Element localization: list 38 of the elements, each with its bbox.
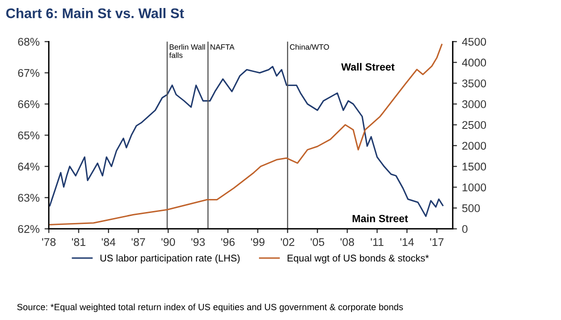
x-tick-label: '90 <box>162 238 175 246</box>
y-tick-label: 62% <box>18 225 40 233</box>
y2-tick-label: 3000 <box>462 100 486 108</box>
x-tick-label: '08 <box>340 238 354 246</box>
x-tick-label: '84 <box>102 238 116 246</box>
chart-title: Chart 6: Main St vs. Wall St <box>6 8 184 18</box>
y2-tick-label: 0 <box>462 225 468 233</box>
legend-label: Equal wgt of US bonds & stocks* <box>288 254 429 264</box>
y-tick-label: 63% <box>18 194 40 202</box>
source-note: Source: *Equal weighted total return index of US equities and US government & corporate bonds <box>17 304 403 312</box>
x-tick-label: '87 <box>132 238 146 246</box>
x-tick-label: '78 <box>42 238 56 246</box>
x-tick-label: '96 <box>221 238 235 246</box>
y2-tick-label: 3500 <box>462 79 486 88</box>
x-tick-label: '02 <box>280 238 294 246</box>
x-tick-label: '11 <box>370 238 384 246</box>
legend-label: US labor participation rate (LHS) <box>100 254 240 264</box>
y-tick-label: 64% <box>18 162 40 171</box>
line-series <box>49 44 442 226</box>
y2-tick-label: 2500 <box>462 121 486 129</box>
y2-tick-label: 4500 <box>462 38 486 46</box>
x-tick-label: '05 <box>310 238 324 246</box>
x-tick-label: '93 <box>191 238 205 246</box>
y-tick-label: 68% <box>18 38 40 46</box>
x-tick-label: '81 <box>72 238 86 246</box>
annotation: Wall Street <box>341 62 394 71</box>
x-tick-label: '14 <box>400 238 414 246</box>
y2-tick-label: 1000 <box>462 183 486 192</box>
y2-tick-label: 1500 <box>462 162 486 171</box>
y-tick-label: 65% <box>18 131 40 140</box>
x-tick-label: '17 <box>430 238 444 246</box>
y-tick-label: 67% <box>18 69 40 77</box>
y-tick-label: 66% <box>18 100 40 108</box>
annotation: Main Street <box>352 214 408 222</box>
y2-tick-label: 500 <box>462 204 480 212</box>
y2-tick-label: 2000 <box>462 142 486 150</box>
x-tick-label: '99 <box>251 238 264 246</box>
y2-tick-label: 4000 <box>462 58 486 67</box>
